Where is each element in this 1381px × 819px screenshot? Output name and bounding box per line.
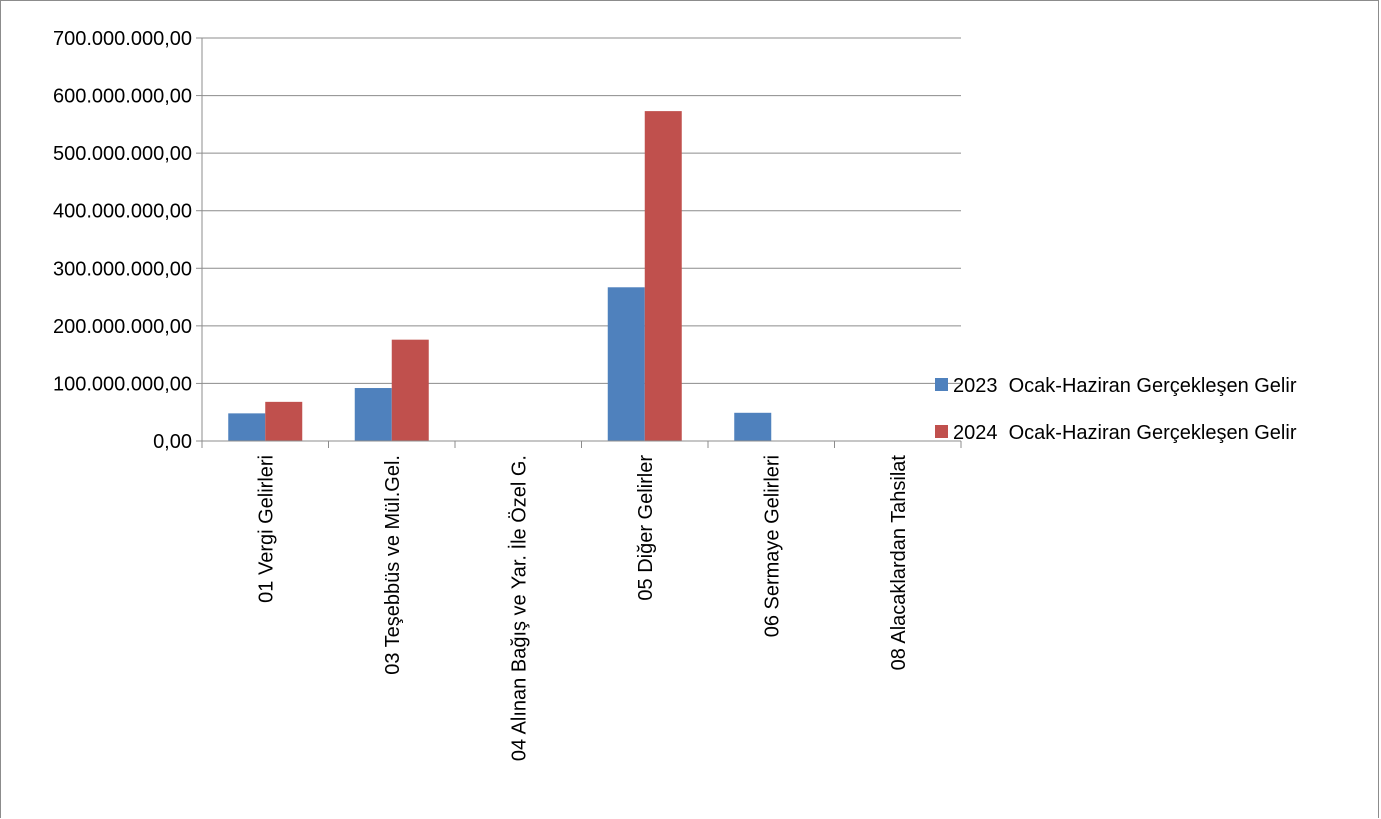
bar-series-2-cat-4 [644,111,682,441]
axes [196,37,962,448]
y-tick-label: 500.000.000,00 [53,143,192,165]
y-tick-label: 700.000.000,00 [53,28,192,50]
bar-series-1-cat-1 [228,413,266,441]
bar-series-1-cat-2 [354,388,392,441]
y-tick-label: 600.000.000,00 [53,86,192,108]
gridlines [202,37,961,384]
y-tick-label: 0,00 [153,431,192,453]
x-category-label: 06 Sermaye Gelirleri [761,455,783,637]
bar-series-1-cat-5 [734,412,772,441]
x-category-label: 05 Diğer Gelirler [635,455,657,601]
bar-series-2-cat-2 [391,339,429,441]
y-tick-label: 100.000.000,00 [53,373,192,395]
legend-label-series-2: 2024 Ocak-Haziran Gerçekleşen Gelir [953,422,1297,444]
y-tick-label: 400.000.000,00 [53,201,192,223]
legend-label-series-1: 2023 Ocak-Haziran Gerçekleşen Gelir [953,375,1297,397]
y-tick-labels: 0,00 100.000.000,00 200.000.000,00 300.000.… [53,28,192,453]
bars [228,111,772,441]
y-tick-label: 300.000.000,00 [53,258,192,280]
x-category-labels: 01 Vergi Gelirleri 03 Teşebbüs ve Mül.Gel… [255,455,910,762]
legend-swatch-series-2 [935,425,948,438]
x-category-label: 01 Vergi Gelirleri [255,455,277,603]
legend: 2023 Ocak-Haziran Gerçekleşen Gelir 2024 … [935,375,1297,444]
x-category-label: 03 Teşebbüs ve Mül.Gel. [382,455,404,675]
y-tick-label: 200.000.000,00 [53,316,192,338]
x-category-label: 08 Alacaklardan Tahsilat [888,455,910,671]
bar-series-1-cat-4 [607,287,645,441]
bar-series-2-cat-1 [265,401,303,441]
legend-swatch-series-1 [935,378,948,391]
x-category-label: 04 Alınan Bağış ve Yar. İle Özel G. [507,455,530,761]
